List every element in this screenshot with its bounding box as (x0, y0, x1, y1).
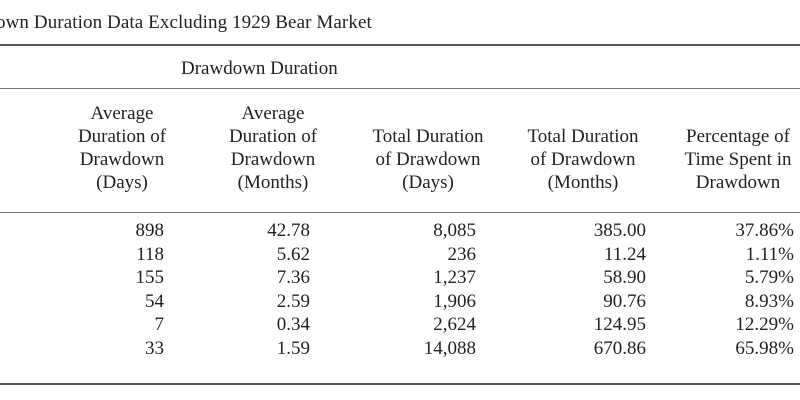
column-header-line: (Months) (547, 172, 619, 193)
group-header-rule (0, 88, 800, 89)
column-header-line: Average (90, 103, 154, 124)
table-row: 33 1.59 14,088 670.86 65.98% (0, 337, 800, 361)
cell-percentage: 8.93% (744, 290, 794, 312)
cell-total-months: 670.86 (593, 337, 646, 359)
table-row: o 155 7.36 1,237 58.90 5.79% (0, 266, 800, 290)
cell-avg-days: 898 (135, 220, 165, 241)
column-header-line: of Drawdown (530, 149, 636, 170)
table-title: own Duration Data Excluding 1929 Bear Ma… (0, 12, 372, 33)
cell-percentage: 12.29% (735, 314, 794, 335)
table-row: o 118 5.62 236 11.24 1.11% (0, 243, 800, 267)
column-header-total-days: Total Duration of Drawdown (Days) (364, 102, 492, 194)
header-bottom-rule (0, 212, 800, 213)
cell-percentage: 1.11% (745, 243, 794, 265)
column-header-line: (Months) (237, 172, 309, 193)
cell-percentage: 65.98% (735, 337, 794, 359)
cell-total-months: 385.00 (593, 220, 646, 241)
cell-total-days: 2,624 (433, 314, 476, 335)
column-header-avg-months: Average Duration of Drawdown (Months) (218, 102, 328, 194)
table-row: o 7 0.34 2,624 124.95 12.29% (0, 313, 800, 337)
cell-avg-days: 54 (145, 290, 164, 312)
column-header-line: Total Duration (527, 126, 639, 147)
cell-total-days: 14,088 (423, 337, 476, 359)
cell-total-months: 58.90 (603, 267, 646, 288)
cell-avg-days: 33 (145, 337, 164, 359)
cell-total-months: 124.95 (593, 314, 646, 335)
cell-total-days: 8,085 (433, 220, 476, 241)
table-body: 898 42.78 8,085 385.00 37.86% o 118 5.62… (0, 219, 800, 360)
cell-total-months: 90.76 (603, 290, 646, 312)
column-header-line: Average (241, 103, 305, 124)
column-header-line: Drawdown (79, 149, 165, 170)
cell-total-months: 11.24 (603, 243, 646, 265)
cell-avg-months: 7.36 (276, 267, 310, 288)
cell-avg-months: 42.78 (267, 220, 310, 241)
column-header-line: Total Duration (372, 126, 484, 147)
row-label: o (0, 313, 6, 337)
column-header-line: Drawdown (230, 149, 316, 170)
cell-avg-days: 118 (136, 243, 164, 265)
table-row: o 54 2.59 1,906 90.76 8.93% (0, 290, 800, 314)
row-label: o (0, 290, 6, 314)
column-header-line: Time Spent in (684, 149, 792, 170)
column-header-total-months: Total Duration of Drawdown (Months) (518, 102, 648, 194)
cell-total-days: 1,906 (433, 290, 476, 312)
column-header-line: (Days) (96, 172, 148, 193)
table-row: 898 42.78 8,085 385.00 37.86% (0, 219, 800, 243)
cell-avg-months: 1.59 (276, 337, 310, 359)
column-header-line: Duration of (77, 126, 167, 147)
cell-avg-days: 7 (154, 314, 165, 335)
top-rule (0, 44, 800, 46)
column-header-line: of Drawdown (375, 149, 481, 170)
cell-total-days: 236 (447, 243, 477, 265)
column-header-percentage: Percentage of Time Spent in Drawdown (676, 102, 800, 194)
cell-avg-months: 5.62 (276, 243, 310, 265)
group-header: Drawdown Duration (181, 58, 338, 79)
cell-avg-days: 155 (135, 267, 165, 288)
cell-avg-months: 2.59 (276, 290, 310, 312)
cell-percentage: 37.86% (735, 220, 794, 241)
column-header-avg-days: Average Duration of Drawdown (Days) (70, 102, 174, 194)
bottom-rule (0, 383, 800, 385)
row-label: o (0, 243, 6, 267)
column-header-line: Duration of (228, 126, 318, 147)
column-header-line: (Days) (402, 172, 454, 193)
row-label: o (0, 266, 6, 290)
column-header-line: Percentage of (686, 126, 790, 147)
cell-percentage: 5.79% (744, 267, 794, 288)
cell-total-days: 1,237 (433, 267, 476, 288)
column-header-line: Drawdown (695, 172, 781, 193)
cell-avg-months: 0.34 (276, 314, 310, 335)
